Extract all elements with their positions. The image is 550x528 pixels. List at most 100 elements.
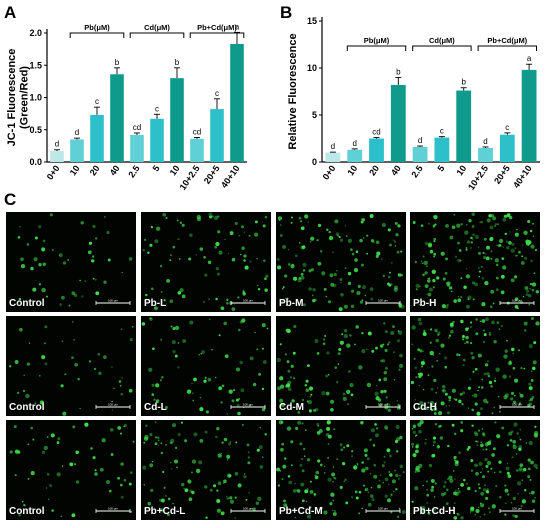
fluorescent-cell (511, 456, 514, 459)
fluorescent-cell (411, 500, 414, 503)
fluorescent-cell (417, 406, 421, 410)
fluorescent-cell (534, 496, 536, 499)
fluorescent-cell (519, 428, 522, 431)
micrograph-label: Control (9, 402, 45, 413)
fluorescent-cell (514, 514, 518, 519)
micrograph-1-1: Cd-L 100 μm (141, 316, 271, 416)
fluorescent-cell (532, 360, 537, 365)
fluorescent-cell (46, 295, 48, 298)
fluorescent-cell (372, 444, 376, 447)
fluorescent-cell (477, 246, 480, 248)
fluorescent-cell (510, 502, 513, 504)
fluorescent-cell (290, 464, 293, 467)
fluorescent-cell (510, 397, 514, 401)
fluorescent-cell (453, 432, 457, 436)
fluorescent-cell (277, 484, 281, 487)
fluorescent-cell (474, 402, 478, 406)
fluorescent-cell (480, 443, 484, 448)
fluorescent-cell (300, 275, 305, 280)
fluorescent-cell (356, 462, 359, 465)
fluorescent-cell (250, 508, 252, 510)
fluorescent-cell (457, 241, 460, 245)
fluorescent-cell (160, 451, 164, 455)
fluorescent-cell (26, 362, 31, 366)
fluorescent-cell (495, 288, 499, 292)
fluorescent-cell (323, 465, 326, 467)
fluorescent-cell (477, 353, 482, 358)
fluorescent-cell (422, 273, 425, 277)
fluorescent-cell (511, 347, 515, 352)
fluorescent-cell (234, 517, 236, 519)
fluorescent-cell (286, 426, 292, 431)
fluorescent-cell (150, 488, 154, 493)
fluorescent-cell (47, 436, 49, 438)
fluorescent-cell (285, 328, 289, 332)
fluorescent-cell (375, 254, 379, 258)
fluorescent-cell (399, 353, 403, 358)
fluorescent-cell (390, 330, 395, 336)
fluorescent-cell (363, 237, 365, 239)
fluorescent-cell (496, 434, 501, 439)
fluorescent-cell (111, 366, 113, 368)
fluorescent-cell (394, 469, 397, 472)
fluorescent-cell (214, 245, 217, 249)
fluorescent-cell (56, 441, 60, 445)
fluorescent-cell (312, 299, 316, 303)
fluorescent-cell (328, 230, 331, 234)
fluorescent-cell (154, 306, 158, 311)
fluorescent-cell (94, 278, 97, 281)
fluorescent-cell (444, 392, 448, 396)
fluorescent-cell (503, 215, 506, 218)
fluorescent-cell (465, 247, 468, 249)
fluorescent-cell (411, 446, 414, 448)
fluorescent-cell (281, 442, 285, 446)
fluorescent-cell (449, 322, 454, 327)
fluorescent-cell (354, 343, 356, 346)
fluorescent-cell (229, 496, 233, 500)
fluorescent-cell (400, 273, 403, 277)
fluorescent-cell (284, 457, 287, 460)
fluorescent-cell (380, 359, 384, 363)
fluorescent-cell (50, 433, 55, 438)
fluorescent-cell (518, 467, 523, 472)
fluorescent-cell (488, 381, 491, 384)
micrograph-0-0: Control 100 μm (6, 212, 136, 312)
fluorescent-cell (366, 348, 368, 351)
chart-a-sig-label-1: d (75, 128, 79, 137)
fluorescent-cell (534, 248, 538, 252)
fluorescent-cell (420, 224, 424, 227)
fluorescent-cell (279, 398, 284, 403)
fluorescent-cell (26, 243, 30, 246)
fluorescent-cell (170, 461, 172, 464)
fluorescent-cell (330, 407, 334, 412)
fluorescent-cell (61, 465, 64, 467)
fluorescent-cell (240, 225, 245, 229)
fluorescent-cell (478, 386, 481, 389)
fluorescent-cell (471, 281, 476, 285)
fluorescent-cell (470, 459, 474, 463)
fluorescent-cell (466, 240, 471, 244)
fluorescent-cell (30, 426, 33, 430)
chart-b-group-label-0: Pb(μM) (364, 36, 390, 45)
fluorescent-cell (511, 242, 515, 247)
fluorescent-cell (373, 464, 376, 467)
fluorescent-cell (518, 447, 522, 451)
fluorescent-cell (103, 280, 107, 284)
fluorescent-cell (188, 497, 193, 502)
fluorescent-cell (248, 234, 251, 237)
fluorescent-cell (236, 403, 240, 407)
fluorescent-cell (300, 482, 305, 487)
fluorescent-cell (466, 304, 470, 309)
fluorescent-cell (300, 272, 304, 276)
fluorescent-cell (324, 472, 326, 474)
fluorescent-cell (434, 509, 436, 511)
chart-a-sig-label-5: c (155, 104, 159, 113)
fluorescent-cell (208, 212, 213, 217)
fluorescent-cell (513, 275, 518, 279)
panel-c-letter: C (4, 190, 16, 209)
fluorescent-cell (328, 235, 334, 241)
fluorescent-cell (71, 291, 76, 296)
fluorescent-cell (120, 392, 124, 396)
fluorescent-cell (512, 514, 516, 517)
